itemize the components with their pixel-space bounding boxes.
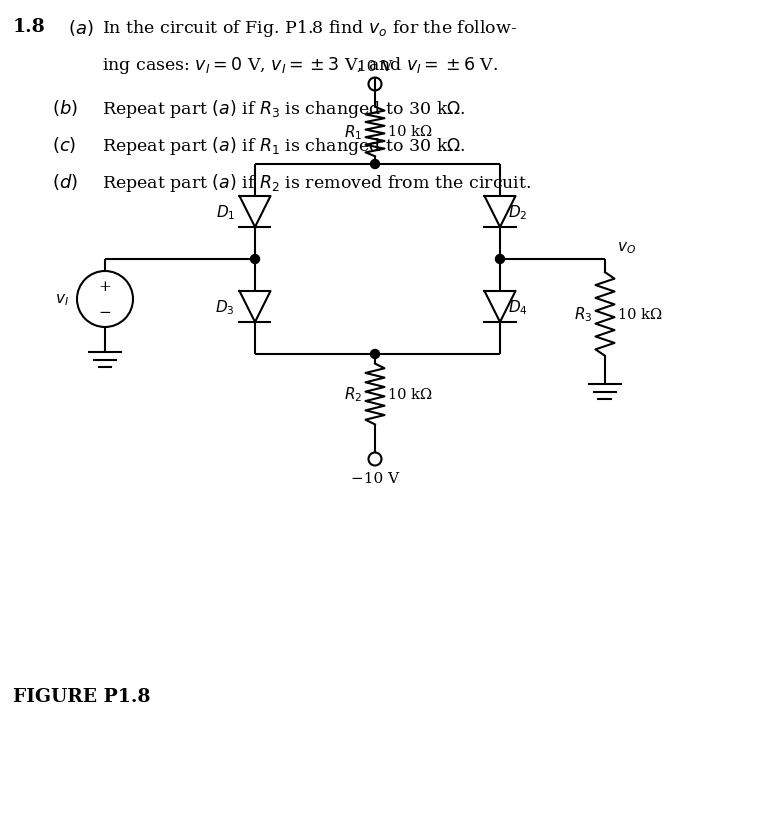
Text: $(c)$: $(c)$ (52, 135, 77, 155)
Text: 1.8: 1.8 (13, 18, 46, 36)
Text: $v_O$: $v_O$ (617, 240, 636, 256)
Text: −: − (99, 306, 111, 320)
Text: $D_4$: $D_4$ (508, 298, 528, 316)
Text: 10 kΩ: 10 kΩ (388, 387, 432, 401)
Circle shape (250, 256, 260, 265)
Text: FIGURE P1.8: FIGURE P1.8 (13, 687, 150, 705)
Text: Repeat part $(a)$ if $R_2$ is removed from the circuit.: Repeat part $(a)$ if $R_2$ is removed fr… (102, 172, 532, 194)
Circle shape (371, 161, 379, 170)
Text: 10 kΩ: 10 kΩ (388, 125, 432, 139)
Text: $D_1$: $D_1$ (215, 203, 235, 222)
Text: In the circuit of Fig. P1.8 find $v_o$ for the follow-: In the circuit of Fig. P1.8 find $v_o$ f… (102, 18, 517, 39)
Text: −10 V: −10 V (351, 472, 399, 486)
Text: $(a)$: $(a)$ (68, 18, 93, 38)
Text: $v_I$: $v_I$ (55, 292, 69, 307)
Text: $R_3$: $R_3$ (574, 305, 592, 324)
Circle shape (371, 350, 379, 359)
Text: Repeat part $(a)$ if $R_3$ is changed to 30 k$\Omega$.: Repeat part $(a)$ if $R_3$ is changed to… (102, 98, 466, 120)
Text: $(d)$: $(d)$ (52, 172, 78, 192)
Text: ing cases: $v_I = 0$ V, $v_I = \pm3$ V, and $v_I = \pm6$ V.: ing cases: $v_I = 0$ V, $v_I = \pm3$ V, … (102, 55, 498, 76)
Circle shape (496, 256, 505, 265)
Text: 10 V: 10 V (357, 60, 393, 74)
Text: 10 kΩ: 10 kΩ (618, 308, 662, 322)
Text: $D_2$: $D_2$ (508, 203, 528, 222)
Text: +: + (99, 279, 111, 293)
Text: $R_1$: $R_1$ (344, 123, 362, 142)
Text: $D_3$: $D_3$ (215, 298, 235, 316)
Text: $(b)$: $(b)$ (52, 98, 78, 118)
Text: Repeat part $(a)$ if $R_1$ is changed to 30 k$\Omega$.: Repeat part $(a)$ if $R_1$ is changed to… (102, 135, 466, 156)
Text: $R_2$: $R_2$ (344, 385, 362, 404)
